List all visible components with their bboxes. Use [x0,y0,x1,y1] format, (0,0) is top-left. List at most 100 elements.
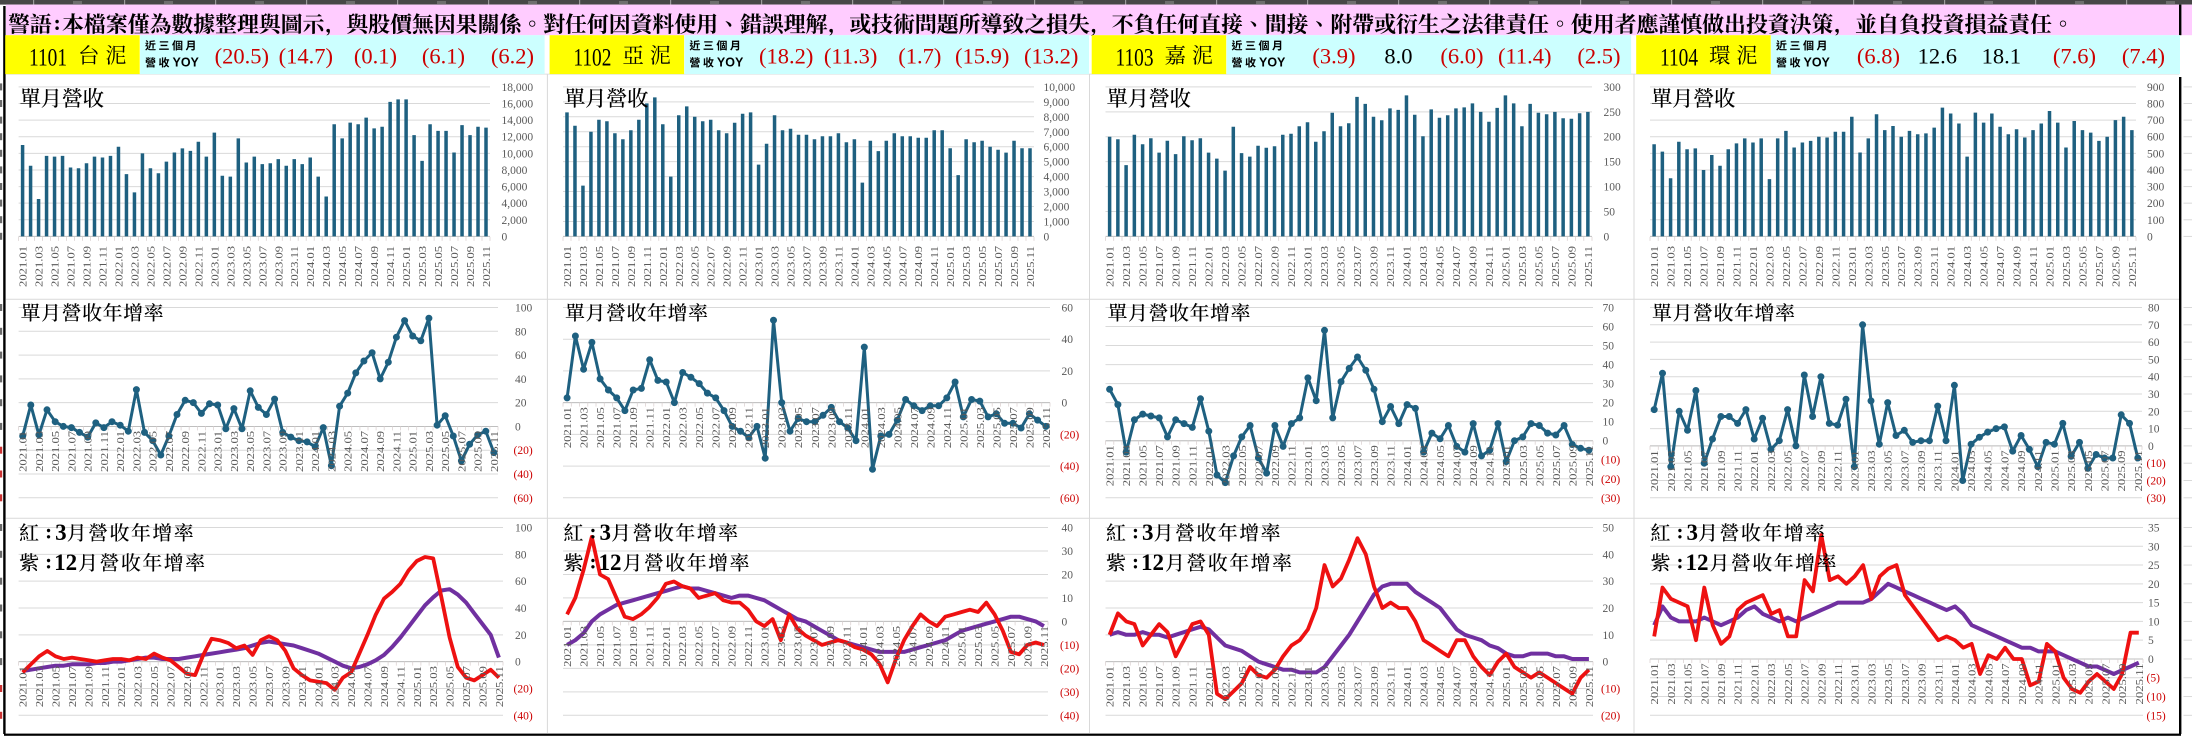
svg-text:2023.07: 2023.07 [264,666,276,708]
svg-text:2022.03: 2022.03 [678,407,690,449]
svg-text:2025.09: 2025.09 [1567,445,1579,487]
svg-text:2023.07: 2023.07 [810,407,822,449]
svg-text::: : [1677,520,1684,544]
svg-text:2025.11: 2025.11 [1039,626,1051,667]
svg-text:2023.03: 2023.03 [1866,450,1878,492]
svg-text:2021.03: 2021.03 [1121,666,1133,708]
svg-text:12: 12 [1686,550,1709,575]
svg-text:(2.5): (2.5) [1577,44,1620,69]
svg-text:2025.09: 2025.09 [2110,245,2122,287]
svg-text:2022.03: 2022.03 [133,666,145,708]
svg-text:2024.07: 2024.07 [363,666,375,708]
svg-text:2023.05: 2023.05 [1883,663,1895,705]
svg-text:2024.03: 2024.03 [321,245,333,287]
svg-text:2025.07: 2025.07 [993,245,1005,287]
svg-text:2025.05: 2025.05 [977,245,989,287]
svg-text:2024.11: 2024.11 [929,246,941,287]
svg-text:2022.05: 2022.05 [690,245,702,287]
svg-text:2023.05: 2023.05 [792,625,804,667]
svg-text:2021.01: 2021.01 [18,246,30,287]
svg-text:800: 800 [2147,99,2165,111]
svg-text:2025.01: 2025.01 [1501,666,1513,707]
svg-text:(6.8): (6.8) [1857,44,1900,69]
svg-text:80: 80 [2148,303,2160,315]
svg-text:2024.01: 2024.01 [313,666,325,707]
svg-text:2023.11: 2023.11 [1385,246,1397,287]
svg-text:2024.05: 2024.05 [881,245,893,287]
svg-text:2024.05: 2024.05 [1434,245,1446,287]
svg-text:0: 0 [2148,654,2154,666]
svg-text:(60): (60) [514,493,533,505]
svg-text:2025.03: 2025.03 [1517,245,1529,287]
svg-text:2025.09: 2025.09 [465,245,477,287]
svg-text:300: 300 [1604,82,1622,94]
svg-text:2024.03: 2024.03 [1419,666,1431,708]
svg-text:40: 40 [515,603,527,615]
svg-text:20: 20 [1603,398,1615,410]
svg-text:50: 50 [1604,206,1616,218]
svg-text:(14.7): (14.7) [279,44,333,69]
svg-text:900: 900 [2147,82,2165,94]
svg-text:2023.03: 2023.03 [1863,245,1875,287]
svg-text:60: 60 [1062,303,1074,315]
svg-text:2024.11: 2024.11 [2033,450,2045,491]
svg-text:2024.01: 2024.01 [849,246,861,287]
svg-text:2022.11: 2022.11 [1286,246,1298,287]
svg-text:2024.07: 2024.07 [359,430,371,472]
svg-text:2025.07: 2025.07 [449,245,461,287]
svg-text:(20): (20) [514,683,533,695]
svg-text:(40): (40) [514,469,533,481]
svg-text:2025.09: 2025.09 [1566,245,1578,287]
svg-text:2022.11: 2022.11 [1286,445,1298,486]
svg-text:2021.11: 2021.11 [644,626,656,667]
svg-text:2022.01: 2022.01 [658,246,670,287]
svg-text:5: 5 [2148,635,2154,647]
svg-text:2023.11: 2023.11 [1933,663,1945,704]
svg-text:2024.05: 2024.05 [1983,450,1995,492]
svg-text:2022.01: 2022.01 [1204,246,1216,287]
svg-text:2022.03: 2022.03 [674,245,686,287]
svg-text:2022.11: 2022.11 [196,431,208,472]
svg-text:2025.11: 2025.11 [494,666,506,707]
svg-text:2021.11: 2021.11 [1187,666,1199,707]
svg-text:2022.09: 2022.09 [722,245,734,287]
svg-text:2021.11: 2021.11 [100,666,112,707]
svg-text:0: 0 [1062,616,1068,628]
svg-text:3: 3 [55,520,67,545]
svg-text:2023.11: 2023.11 [833,246,845,287]
svg-text:2021.07: 2021.07 [1699,450,1711,492]
svg-text:50: 50 [2148,354,2160,366]
svg-text:2025.03: 2025.03 [973,625,985,667]
svg-text:2025.03: 2025.03 [428,666,440,708]
svg-text:2025.11: 2025.11 [481,246,493,287]
svg-text:2023.11: 2023.11 [843,407,855,448]
svg-text:2022.01: 2022.01 [113,246,125,287]
svg-text:2021.05: 2021.05 [1138,666,1150,708]
svg-text:2022.05: 2022.05 [1237,445,1249,487]
svg-text:80: 80 [515,549,527,561]
svg-text:2024.09: 2024.09 [379,666,391,708]
svg-text:2023.03: 2023.03 [1319,666,1331,708]
svg-text:2023.11: 2023.11 [294,431,306,472]
svg-text:2025.05: 2025.05 [1534,666,1546,708]
svg-text:0: 0 [1062,398,1068,410]
svg-text:2023.01: 2023.01 [1849,450,1861,491]
svg-text:2024.05: 2024.05 [1435,666,1447,708]
svg-text:2021.03: 2021.03 [578,245,590,287]
svg-text:2021.01: 2021.01 [1649,663,1661,704]
svg-text:12: 12 [54,550,77,575]
svg-text:2023.01: 2023.01 [1847,246,1859,287]
svg-text:2025.03: 2025.03 [417,245,429,287]
svg-text:25: 25 [2148,560,2160,572]
svg-text:2025.03: 2025.03 [961,245,973,287]
svg-text:2024.11: 2024.11 [2034,663,2046,704]
svg-text:2021.03: 2021.03 [1666,450,1678,492]
svg-text:2024.05: 2024.05 [1979,245,1991,287]
svg-text:8,000: 8,000 [502,165,528,177]
svg-text:2022.03: 2022.03 [1220,666,1232,708]
svg-text:2024.01: 2024.01 [305,246,317,287]
svg-text:60: 60 [515,576,527,588]
svg-text:60: 60 [1603,322,1615,334]
svg-text:2021.01: 2021.01 [1105,445,1117,486]
svg-text:2021.05: 2021.05 [1683,663,1695,705]
